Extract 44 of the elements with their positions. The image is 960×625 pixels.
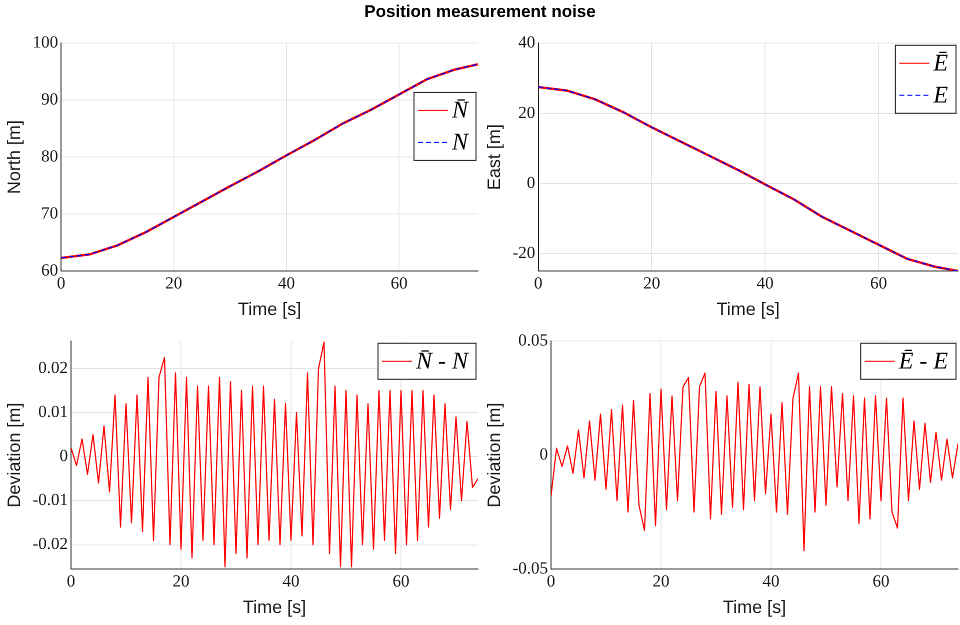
chart-title: Position measurement noise — [363, 2, 597, 22]
y-tick-label: -0.02 — [32, 534, 68, 554]
x-tick-label: 40 — [282, 572, 300, 591]
x-tick-label: 20 — [165, 274, 182, 293]
y-tick-label: 0.02 — [38, 358, 68, 377]
x-tick-label: 20 — [172, 572, 190, 591]
legend-label: N̄ - N — [414, 348, 470, 375]
x-tick-label: 60 — [390, 274, 408, 293]
x-axis-title: Time [s] — [242, 597, 306, 618]
y-tick-label: 0 — [540, 444, 548, 464]
y-axis-title: East [m] — [484, 124, 504, 190]
x-tick-label: 40 — [756, 274, 774, 293]
y-tick-label: 80 — [41, 146, 58, 166]
y-tick-label: 70 — [41, 204, 58, 223]
x-tick-label: 40 — [762, 572, 780, 591]
y-tick-label: 60 — [41, 260, 58, 280]
x-tick-label: 40 — [278, 274, 295, 293]
y-axis-title: North [m] — [4, 120, 24, 194]
x-axis-title: Time [s] — [238, 299, 302, 320]
y-tick-label: 0.01 — [38, 402, 68, 422]
y-tick-label: 20 — [518, 102, 536, 122]
x-tick-label: 20 — [643, 274, 660, 293]
y-tick-label: 0.05 — [518, 330, 548, 350]
y-tick-label: -0.05 — [512, 558, 548, 578]
x-axis-title: Time [s] — [722, 597, 786, 618]
y-tick-label: 40 — [518, 32, 536, 52]
y-tick-label: 100 — [32, 32, 58, 52]
x-axis-title: Time [s] — [716, 299, 780, 320]
legend-label: N — [450, 130, 470, 156]
y-axis-title: Deviation [m] — [4, 402, 24, 508]
y-tick-label: 90 — [41, 90, 58, 109]
legend-label: Ē — [932, 50, 948, 77]
legend-label: N̄ — [450, 98, 470, 124]
y-tick-label: 0 — [60, 446, 68, 466]
y-axis-title: Deviation [m] — [484, 402, 504, 508]
x-tick-label: 60 — [392, 572, 410, 591]
x-tick-label: 60 — [872, 572, 890, 591]
y-tick-label: 0 — [526, 172, 536, 192]
legend-label: Ē - E — [898, 348, 948, 375]
y-tick-label: -20 — [512, 242, 536, 262]
y-tick-label: -0.01 — [32, 490, 68, 510]
x-tick-label: 20 — [652, 572, 670, 591]
x-tick-label: 60 — [870, 274, 888, 293]
legend-label: E — [932, 82, 948, 109]
